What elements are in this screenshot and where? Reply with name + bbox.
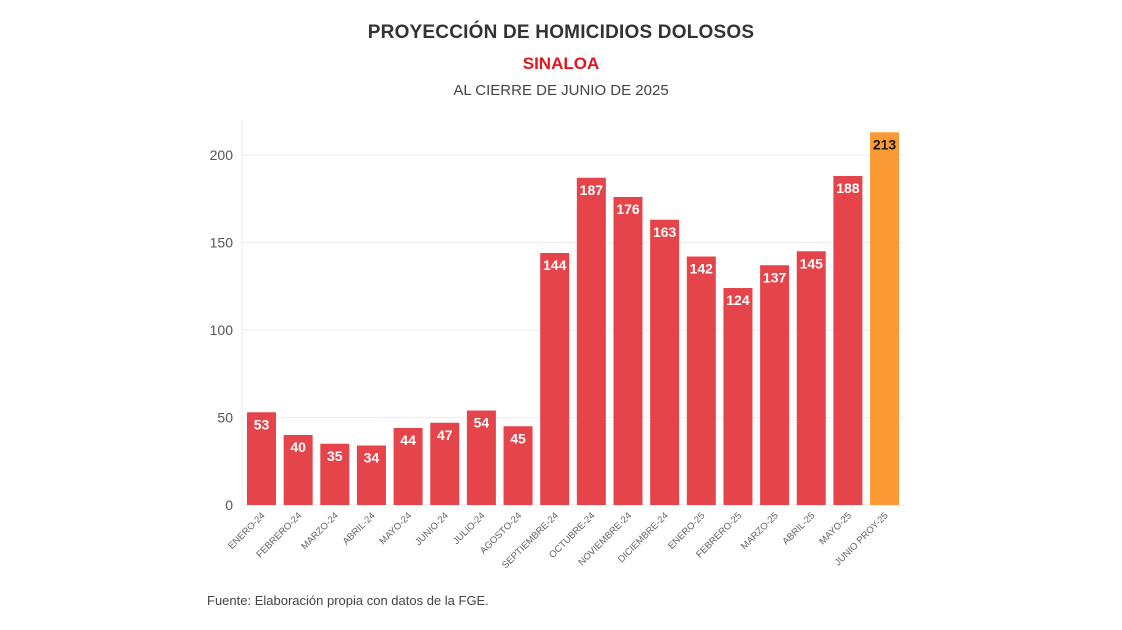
bar [686, 256, 716, 505]
bar [833, 176, 863, 505]
data-label: 176 [616, 201, 640, 217]
bar [466, 410, 496, 505]
chart-subtitle: SINALOA [522, 54, 600, 73]
bar [650, 219, 680, 505]
bar [723, 288, 753, 505]
bar [320, 443, 350, 505]
data-label: 34 [364, 450, 380, 466]
bar-projection [870, 132, 900, 505]
data-label: 54 [474, 415, 490, 431]
data-label: 35 [327, 448, 343, 464]
gridlines [241, 120, 905, 506]
data-labels: 53 40 35 34 44 47 54 45 144 187 176 163 142 124 137 145… [254, 136, 897, 465]
data-label: 213 [873, 136, 897, 152]
y-tick-label: 150 [210, 235, 234, 251]
source-note: Fuente: Elaboración propia con datos de … [207, 593, 489, 608]
data-label: 45 [510, 430, 526, 446]
bar [393, 428, 423, 505]
bar [796, 251, 826, 505]
bar [760, 265, 790, 505]
data-label: 187 [580, 182, 604, 198]
bars [247, 132, 900, 505]
x-tick-label: MAYO-24 [377, 510, 414, 547]
y-tick-label: 200 [210, 147, 234, 163]
bar [247, 412, 276, 505]
bar [283, 435, 313, 505]
data-label: 47 [437, 427, 453, 443]
x-tick-label: JULIO-24 [451, 510, 488, 547]
bar [503, 426, 533, 505]
data-label: 124 [726, 292, 750, 308]
x-tick-label: JUNIO-24 [413, 510, 451, 548]
data-label: 163 [653, 224, 677, 240]
bar [356, 445, 386, 505]
data-label: 145 [800, 255, 824, 271]
data-label: 142 [690, 261, 714, 277]
data-label: 144 [543, 257, 567, 273]
data-label: 53 [254, 416, 270, 432]
bar [613, 197, 643, 505]
data-label: 44 [400, 432, 416, 448]
bar [540, 253, 570, 505]
x-tick-label: MAYO-25 [817, 510, 854, 547]
bar [430, 422, 460, 505]
x-tick-label: ABRIL-24 [341, 510, 378, 547]
data-label: 40 [290, 439, 306, 455]
y-tick-label: 0 [225, 497, 233, 513]
x-tick-label: MARZO-24 [299, 510, 341, 552]
y-tick-label: 100 [210, 322, 234, 338]
data-label: 188 [836, 180, 860, 196]
x-tick-label: ABRIL-25 [780, 510, 817, 547]
y-axis-ticks: 0 50 100 150 200 [210, 147, 234, 513]
y-tick-label: 50 [217, 410, 233, 426]
bar [576, 177, 606, 505]
data-label: 137 [763, 269, 787, 285]
x-tick-label: MARZO-25 [739, 510, 781, 552]
chart-date-subtitle: AL CIERRE DE JUNIO DE 2025 [453, 82, 669, 99]
chart-title: PROYECCIÓN DE HOMICIDIOS DOLOSOS [367, 22, 755, 43]
